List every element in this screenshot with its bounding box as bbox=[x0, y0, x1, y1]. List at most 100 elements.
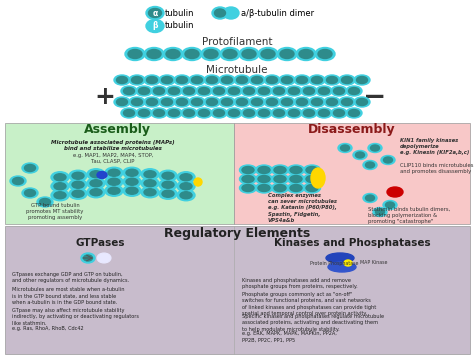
Text: Complex enzymes
can sever microtubules
e.g. Katanin (P60/P80),
Spastin, Fidgetin: Complex enzymes can sever microtubules e… bbox=[268, 193, 337, 223]
Text: Regulatory Elements: Regulatory Elements bbox=[164, 226, 310, 240]
Ellipse shape bbox=[341, 77, 353, 84]
Ellipse shape bbox=[124, 88, 135, 94]
Ellipse shape bbox=[180, 183, 192, 190]
Ellipse shape bbox=[258, 47, 278, 61]
Text: CLIP110 binds microtubules
and promotes disassembly: CLIP110 binds microtubules and promotes … bbox=[400, 163, 474, 174]
Ellipse shape bbox=[162, 77, 173, 84]
Ellipse shape bbox=[319, 88, 329, 94]
Ellipse shape bbox=[328, 262, 356, 272]
Ellipse shape bbox=[196, 86, 212, 96]
Ellipse shape bbox=[87, 169, 105, 180]
Text: Microtubule: Microtubule bbox=[206, 65, 268, 75]
Ellipse shape bbox=[239, 183, 256, 193]
Ellipse shape bbox=[126, 178, 138, 185]
Ellipse shape bbox=[311, 99, 322, 105]
Ellipse shape bbox=[228, 110, 239, 116]
Ellipse shape bbox=[144, 97, 160, 107]
Ellipse shape bbox=[339, 97, 355, 107]
Ellipse shape bbox=[334, 88, 345, 94]
Ellipse shape bbox=[114, 97, 130, 107]
Ellipse shape bbox=[138, 88, 149, 94]
Ellipse shape bbox=[258, 184, 270, 192]
Ellipse shape bbox=[181, 108, 197, 118]
Ellipse shape bbox=[189, 75, 205, 85]
Text: a/β-tubulin dimer: a/β-tubulin dimer bbox=[241, 9, 314, 17]
Ellipse shape bbox=[375, 209, 384, 215]
Ellipse shape bbox=[159, 75, 175, 85]
Ellipse shape bbox=[159, 97, 175, 107]
Ellipse shape bbox=[199, 88, 210, 94]
Ellipse shape bbox=[242, 176, 254, 183]
Text: Kinases and Phosphatases: Kinases and Phosphatases bbox=[273, 238, 430, 248]
Ellipse shape bbox=[90, 189, 102, 196]
Ellipse shape bbox=[204, 49, 218, 58]
Ellipse shape bbox=[249, 75, 265, 85]
Ellipse shape bbox=[148, 9, 162, 17]
Ellipse shape bbox=[141, 178, 159, 189]
Ellipse shape bbox=[185, 49, 199, 58]
Ellipse shape bbox=[204, 97, 220, 107]
Ellipse shape bbox=[131, 99, 143, 105]
Ellipse shape bbox=[297, 99, 308, 105]
Ellipse shape bbox=[144, 180, 156, 187]
Ellipse shape bbox=[319, 110, 329, 116]
Ellipse shape bbox=[306, 184, 318, 192]
Ellipse shape bbox=[288, 183, 304, 193]
Ellipse shape bbox=[242, 167, 254, 173]
Ellipse shape bbox=[136, 108, 152, 118]
Text: Protofilament: Protofilament bbox=[202, 37, 272, 47]
Ellipse shape bbox=[387, 187, 403, 197]
Ellipse shape bbox=[373, 208, 387, 216]
Ellipse shape bbox=[219, 97, 235, 107]
Ellipse shape bbox=[25, 189, 36, 197]
Ellipse shape bbox=[182, 47, 202, 61]
Ellipse shape bbox=[69, 179, 87, 190]
Ellipse shape bbox=[223, 7, 239, 19]
FancyBboxPatch shape bbox=[5, 123, 234, 224]
Ellipse shape bbox=[303, 174, 320, 184]
Ellipse shape bbox=[194, 178, 202, 186]
Ellipse shape bbox=[242, 184, 254, 192]
Ellipse shape bbox=[301, 86, 317, 96]
Text: α: α bbox=[152, 9, 158, 17]
Ellipse shape bbox=[201, 47, 221, 61]
Ellipse shape bbox=[234, 75, 250, 85]
Ellipse shape bbox=[256, 86, 272, 96]
Ellipse shape bbox=[237, 99, 247, 105]
Ellipse shape bbox=[144, 171, 156, 178]
Text: β: β bbox=[152, 21, 158, 31]
Text: Protein Phosphatase: Protein Phosphatase bbox=[310, 261, 358, 266]
Ellipse shape bbox=[303, 183, 320, 193]
Ellipse shape bbox=[273, 88, 284, 94]
Ellipse shape bbox=[256, 108, 272, 118]
Ellipse shape bbox=[289, 110, 300, 116]
Ellipse shape bbox=[123, 167, 141, 178]
Ellipse shape bbox=[123, 176, 141, 187]
FancyBboxPatch shape bbox=[234, 123, 470, 224]
Ellipse shape bbox=[154, 88, 164, 94]
Ellipse shape bbox=[324, 75, 340, 85]
Ellipse shape bbox=[241, 108, 257, 118]
Ellipse shape bbox=[51, 172, 69, 183]
Ellipse shape bbox=[318, 49, 332, 58]
Ellipse shape bbox=[272, 165, 289, 175]
Ellipse shape bbox=[168, 88, 180, 94]
Ellipse shape bbox=[282, 77, 292, 84]
Ellipse shape bbox=[83, 255, 92, 261]
Ellipse shape bbox=[159, 188, 177, 199]
Ellipse shape bbox=[141, 187, 159, 198]
Ellipse shape bbox=[346, 108, 362, 118]
Ellipse shape bbox=[108, 178, 120, 185]
Ellipse shape bbox=[331, 108, 347, 118]
Ellipse shape bbox=[183, 88, 194, 94]
Ellipse shape bbox=[196, 108, 212, 118]
Text: Kinases and phosphatases add and remove
phosphate groups from proteins, respecti: Kinases and phosphatases add and remove … bbox=[242, 278, 358, 289]
Ellipse shape bbox=[199, 110, 210, 116]
Ellipse shape bbox=[39, 199, 51, 205]
Ellipse shape bbox=[237, 77, 247, 84]
Text: −: − bbox=[364, 83, 387, 111]
Text: GTpase may also affect microtubule stability
indirectly, by activating or deacti: GTpase may also affect microtubule stabi… bbox=[12, 308, 139, 326]
Ellipse shape bbox=[177, 190, 195, 201]
Ellipse shape bbox=[54, 192, 66, 199]
Ellipse shape bbox=[249, 97, 265, 107]
